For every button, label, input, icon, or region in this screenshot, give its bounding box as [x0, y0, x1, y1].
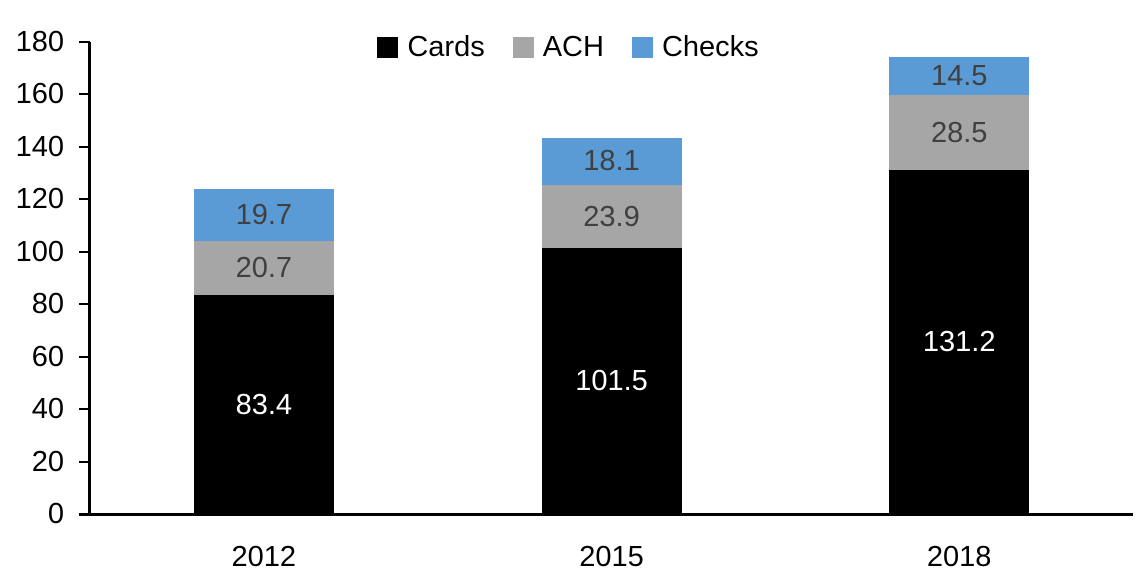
- y-axis-tick-label: 160: [15, 78, 64, 111]
- y-tick-mark: [79, 408, 90, 411]
- bar-segment-label: 83.4: [235, 388, 293, 421]
- bar-segment-cards-2012: [193, 295, 334, 514]
- y-axis-tick-label: 0: [47, 498, 64, 530]
- legend-item-checks: Checks: [631, 31, 759, 63]
- y-tick-mark: [79, 460, 90, 463]
- bar-segment-checks-2018: [889, 57, 1030, 96]
- y-axis-tick-label: 40: [31, 393, 64, 426]
- y-axis-tick-label: 20: [31, 445, 64, 478]
- bar-segment-label: 28.5: [930, 116, 988, 149]
- y-axis-tick-label: 80: [31, 288, 64, 321]
- bar-segment-label: 101.5: [575, 364, 648, 397]
- bar-segment-label: 20.7: [235, 252, 293, 285]
- y-tick-mark: [79, 250, 90, 253]
- y-tick-mark: [79, 145, 90, 148]
- bar-segment-ach-2015: [541, 185, 682, 248]
- legend: Cards ACH Checks: [0, 33, 1136, 62]
- legend-label: Checks: [661, 31, 759, 63]
- y-axis-tick-label: 120: [15, 183, 64, 216]
- y-tick-mark: [79, 355, 90, 358]
- x-axis-category-label: 2018: [926, 541, 992, 573]
- bar-segment-label: 14.5: [930, 60, 988, 93]
- bar-segment-label: 131.2: [922, 326, 996, 358]
- x-axis-category-label: 2012: [231, 541, 297, 573]
- legend-swatch-ach: [512, 37, 534, 58]
- y-tick-mark: [79, 513, 90, 515]
- x-axis-line: [79, 513, 1133, 516]
- y-axis-tick-label: 180: [15, 26, 64, 58]
- bar-segment-cards-2018: [889, 170, 1030, 514]
- y-axis-tick-label: 140: [15, 130, 64, 163]
- legend-swatch-checks: [631, 37, 653, 58]
- bar-segment-ach-2012: [193, 241, 334, 296]
- y-axis-line: [88, 42, 91, 516]
- legend-swatch-cards: [377, 37, 399, 58]
- y-tick-mark: [79, 93, 90, 96]
- legend-label: Cards: [407, 31, 485, 63]
- legend-label: ACH: [542, 31, 604, 63]
- y-tick-mark: [79, 198, 90, 201]
- legend-item-cards: Cards: [377, 31, 485, 63]
- bar-segment-checks-2015: [541, 137, 682, 186]
- y-axis-tick-label: 60: [31, 340, 64, 373]
- y-tick-mark: [79, 41, 90, 43]
- bar-segment-label: 18.1: [583, 145, 640, 178]
- legend-item-ach: ACH: [512, 31, 604, 63]
- bar-segment-label: 19.7: [235, 199, 293, 232]
- bar-segment-label: 23.9: [583, 200, 640, 233]
- bar-segment-ach-2018: [889, 95, 1030, 170]
- bar-segment-cards-2015: [541, 247, 682, 514]
- bar-segment-checks-2012: [193, 189, 334, 242]
- x-axis-category-label: 2015: [579, 541, 644, 573]
- y-tick-mark: [79, 303, 90, 306]
- y-axis-tick-label: 100: [15, 235, 64, 268]
